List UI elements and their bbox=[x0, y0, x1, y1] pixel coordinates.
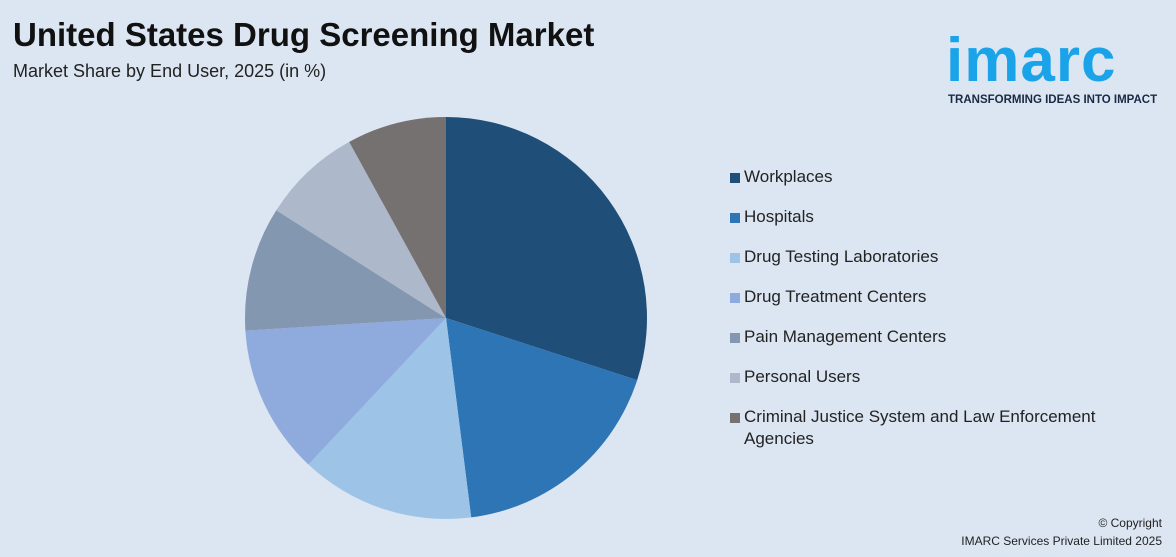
pie-slice bbox=[446, 117, 647, 381]
legend-swatch bbox=[730, 253, 740, 263]
pie-slice bbox=[446, 318, 638, 518]
legend-label: Pain Management Centers bbox=[744, 327, 947, 346]
pie-slice bbox=[245, 318, 446, 465]
legend-swatch bbox=[730, 293, 740, 303]
legend-label: Workplaces bbox=[744, 167, 833, 186]
legend-item: Hospitals bbox=[730, 206, 1130, 228]
legend: Workplaces Hospitals Drug Testing Laborato… bbox=[730, 166, 1130, 468]
legend-swatch bbox=[730, 373, 740, 383]
legend-swatch bbox=[730, 213, 740, 223]
legend-label: Drug Testing Laboratories bbox=[744, 247, 939, 266]
logo-tagline: TRANSFORMING IDEAS INTO IMPACT bbox=[948, 94, 1158, 106]
pie-slice bbox=[245, 210, 446, 331]
legend-label: Criminal Justice System and Law Enforcem… bbox=[744, 407, 1096, 448]
logo: imarc bbox=[946, 26, 1117, 95]
legend-swatch bbox=[730, 173, 740, 183]
legend-label: Personal Users bbox=[744, 367, 861, 386]
legend-item: Drug Treatment Centers bbox=[730, 286, 1130, 308]
pie-slice bbox=[276, 141, 446, 318]
legend-item: Workplaces bbox=[730, 166, 1130, 188]
legend-swatch bbox=[730, 413, 740, 423]
chart-title: United States Drug Screening Market bbox=[13, 16, 595, 53]
copyright: © Copyright bbox=[1098, 516, 1162, 530]
pie-slice bbox=[349, 117, 446, 318]
company: IMARC Services Private Limited 2025 bbox=[961, 534, 1162, 548]
legend-item: Drug Testing Laboratories bbox=[730, 246, 1130, 268]
legend-item: Pain Management Centers bbox=[730, 326, 1130, 348]
pie-slice bbox=[308, 318, 472, 519]
legend-label: Drug Treatment Centers bbox=[744, 287, 927, 306]
legend-label: Hospitals bbox=[744, 207, 814, 226]
legend-item: Criminal Justice System and Law Enforcem… bbox=[730, 406, 1130, 450]
legend-item: Personal Users bbox=[730, 366, 1130, 388]
legend-swatch bbox=[730, 333, 740, 343]
chart-subtitle: Market Share by End User, 2025 (in %) bbox=[13, 61, 327, 81]
